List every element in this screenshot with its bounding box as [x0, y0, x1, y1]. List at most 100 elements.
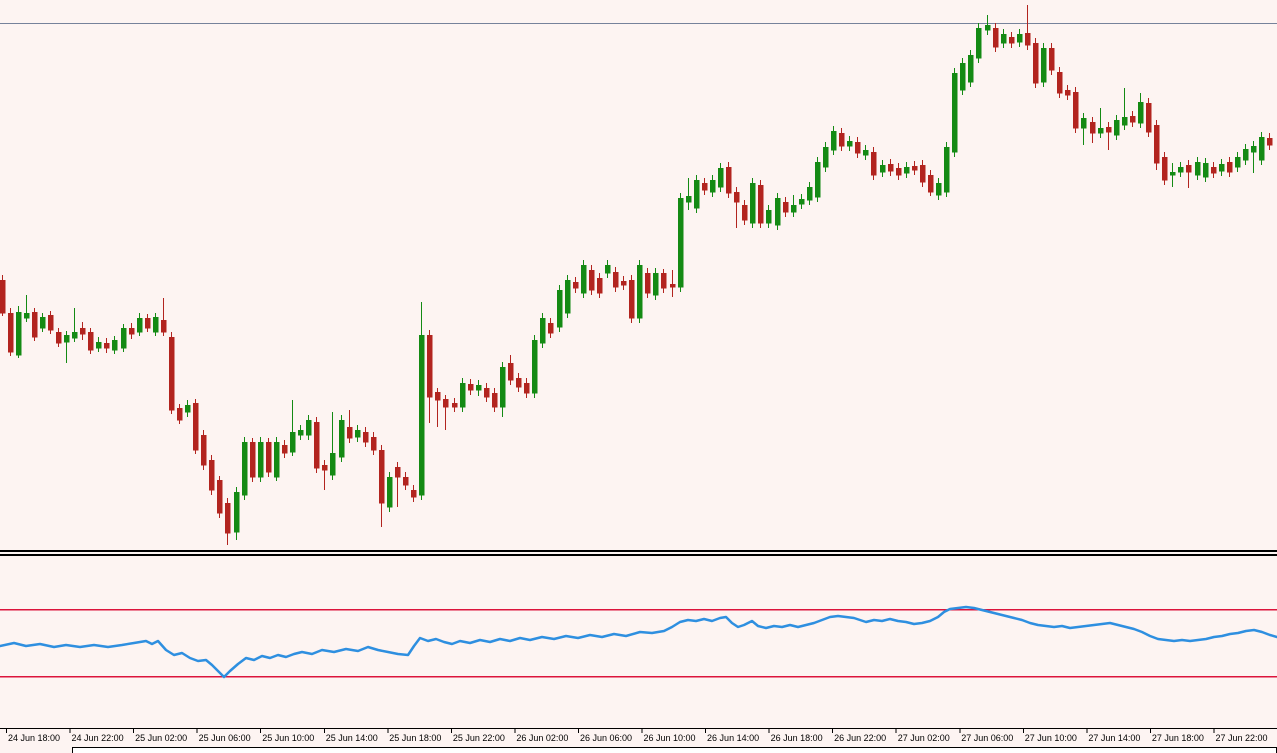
candle-body [1145, 102, 1152, 133]
candle-bearish [1105, 122, 1112, 150]
candle-body [1226, 161, 1233, 173]
candle-body [1064, 89, 1071, 96]
candle-body [426, 334, 433, 398]
candle-bullish [1194, 157, 1201, 180]
candle-bearish [1056, 67, 1063, 98]
candle-body [1072, 91, 1079, 129]
candle-bullish [15, 306, 22, 358]
candle-body [1056, 71, 1063, 94]
candle-body [515, 377, 522, 388]
candle-body [475, 384, 482, 391]
candle-bullish [329, 412, 336, 480]
candle-bullish [273, 437, 280, 481]
candle-bearish [919, 160, 926, 187]
candle-body [870, 151, 877, 176]
candle-bullish [951, 68, 958, 157]
time-axis-label: 27 Jun 10:00 [1024, 733, 1077, 743]
candle-bullish [798, 194, 805, 209]
candle-body [564, 279, 571, 314]
price-chart-pane[interactable] [0, 0, 1277, 550]
candle-bearish [362, 427, 369, 447]
candle-bearish [1153, 120, 1160, 170]
candle-body [507, 362, 514, 381]
candle-bullish [677, 193, 684, 292]
candle-bullish [943, 142, 950, 197]
candle-bullish [806, 182, 813, 205]
candle-body [693, 179, 700, 209]
candle-bearish [895, 163, 902, 180]
candle-body [136, 317, 143, 333]
time-axis-label: 25 Jun 22:00 [452, 733, 505, 743]
candle-bearish [523, 378, 530, 398]
candle-body [911, 165, 918, 171]
candle-body [1080, 117, 1087, 129]
time-axis-label: 26 Jun 14:00 [707, 733, 760, 743]
candle-bullish [1121, 88, 1128, 130]
candles-group [0, 5, 1273, 545]
candle-bearish [992, 23, 999, 52]
candle-bearish [128, 323, 135, 339]
time-axis-label: 24 Jun 18:00 [8, 733, 61, 743]
candle-bearish [1072, 87, 1079, 133]
time-axis-label: 25 Jun 06:00 [198, 733, 251, 743]
candle-bearish [1129, 111, 1136, 127]
candle-body [1016, 33, 1023, 43]
candle-body [216, 479, 223, 514]
candle-bullish [862, 145, 869, 160]
time-axis[interactable]: 24 Jun 18:00 24 Jun 22:00 25 Jun 02:00 25 J… [0, 728, 1277, 747]
candle-body [782, 201, 789, 213]
time-axis-label: 27 Jun 22:00 [1215, 733, 1268, 743]
time-axis-label: 27 Jun 14:00 [1088, 733, 1141, 743]
candle-bearish [588, 265, 595, 295]
indicator-pane[interactable] [0, 556, 1277, 728]
candle-body [152, 316, 159, 333]
candle-bullish [1202, 158, 1209, 182]
candle-bearish [168, 332, 175, 414]
candle-body [329, 452, 336, 476]
candle-bearish [854, 137, 861, 158]
candle-body [701, 182, 708, 191]
candle-bearish [434, 388, 441, 427]
candle-bullish [1080, 113, 1087, 145]
time-axis-label: 26 Jun 06:00 [579, 733, 632, 743]
candle-body [927, 174, 934, 193]
candle-body [144, 317, 151, 329]
candle-body [394, 466, 401, 478]
candle-bearish [192, 399, 199, 454]
candle-bearish [208, 455, 215, 495]
candle-bearish [838, 128, 845, 151]
candle-bearish [144, 314, 151, 332]
candle-bearish [1048, 43, 1055, 75]
candle-bearish [701, 178, 708, 195]
candle-body [1032, 42, 1039, 84]
candle-bearish [31, 308, 38, 341]
time-axis-label: 26 Jun 10:00 [643, 733, 696, 743]
candle-body [992, 27, 999, 48]
candle-body [1250, 145, 1257, 153]
candle-body [1113, 119, 1120, 136]
candle-bearish [870, 147, 877, 180]
candle-bullish [152, 313, 159, 336]
pane-splitter[interactable] [0, 550, 1277, 556]
candle-bearish [281, 440, 288, 458]
time-axis-label: 25 Jun 10:00 [262, 733, 315, 743]
candle-body [71, 331, 78, 339]
time-axis-label: 25 Jun 18:00 [389, 733, 442, 743]
candle-bearish [0, 275, 6, 316]
candle-bullish [556, 285, 563, 332]
candle-body [241, 441, 248, 496]
candle-body [919, 164, 926, 183]
candle-body [1024, 32, 1031, 46]
candle-bearish [596, 273, 603, 298]
candle-bearish [79, 322, 86, 340]
candle-bearish [620, 276, 627, 290]
candle-body [63, 334, 70, 343]
candle-body [184, 404, 191, 413]
candle-bearish [55, 328, 62, 347]
candle-body [451, 402, 458, 408]
candle-body [822, 146, 829, 168]
candle-body [434, 391, 441, 401]
candle-bullish [289, 400, 296, 456]
indicator-line[interactable] [0, 605, 1277, 679]
